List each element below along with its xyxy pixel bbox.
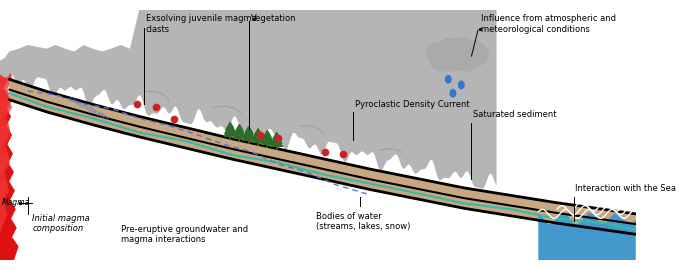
Text: Initial magma
composition: Initial magma composition bbox=[32, 214, 90, 233]
Polygon shape bbox=[0, 42, 14, 93]
Polygon shape bbox=[445, 76, 451, 83]
Text: Groundwater: Groundwater bbox=[67, 96, 110, 122]
Polygon shape bbox=[253, 134, 264, 140]
Polygon shape bbox=[227, 122, 234, 129]
Polygon shape bbox=[254, 129, 262, 135]
Circle shape bbox=[463, 40, 484, 61]
Polygon shape bbox=[244, 129, 253, 135]
Polygon shape bbox=[0, 56, 18, 260]
Text: Interaction with the Sea: Interaction with the Sea bbox=[575, 184, 676, 194]
Circle shape bbox=[440, 41, 470, 71]
Circle shape bbox=[451, 38, 473, 60]
Polygon shape bbox=[245, 126, 253, 133]
Circle shape bbox=[429, 47, 454, 71]
Circle shape bbox=[427, 43, 445, 62]
Polygon shape bbox=[262, 133, 272, 139]
Polygon shape bbox=[236, 124, 243, 131]
Polygon shape bbox=[253, 131, 262, 137]
Circle shape bbox=[466, 43, 488, 65]
Polygon shape bbox=[235, 127, 244, 133]
Text: Exsolving juvenile magma
clasts: Exsolving juvenile magma clasts bbox=[146, 14, 256, 34]
Polygon shape bbox=[538, 10, 636, 260]
Polygon shape bbox=[243, 132, 254, 138]
Polygon shape bbox=[0, 10, 497, 189]
Polygon shape bbox=[264, 130, 271, 137]
Polygon shape bbox=[242, 136, 256, 140]
Polygon shape bbox=[10, 79, 636, 234]
Polygon shape bbox=[224, 131, 237, 136]
Text: Pyroclastic Density Current: Pyroclastic Density Current bbox=[355, 100, 469, 109]
Polygon shape bbox=[458, 81, 464, 89]
Polygon shape bbox=[273, 133, 280, 139]
Polygon shape bbox=[271, 139, 282, 144]
Polygon shape bbox=[0, 10, 139, 61]
Polygon shape bbox=[233, 133, 246, 138]
Text: Magma: Magma bbox=[2, 198, 30, 207]
Text: Saturated sediment: Saturated sediment bbox=[473, 110, 557, 119]
Polygon shape bbox=[450, 90, 456, 97]
Polygon shape bbox=[0, 126, 11, 177]
Polygon shape bbox=[261, 140, 274, 144]
Text: Bodies of water
(streams, lakes, snow): Bodies of water (streams, lakes, snow) bbox=[316, 212, 410, 231]
Polygon shape bbox=[0, 154, 10, 205]
Polygon shape bbox=[225, 128, 236, 133]
Text: Influence from atmospheric and
meteorological conditions: Influence from atmospheric and meteorolo… bbox=[481, 14, 616, 34]
Text: Pre-eruptive groundwater and
magma interactions: Pre-eruptive groundwater and magma inter… bbox=[121, 225, 248, 244]
Polygon shape bbox=[0, 70, 13, 121]
Circle shape bbox=[439, 39, 460, 59]
Polygon shape bbox=[225, 125, 235, 131]
Polygon shape bbox=[262, 136, 273, 142]
Polygon shape bbox=[272, 136, 282, 141]
Polygon shape bbox=[234, 130, 245, 136]
Text: Vegetation: Vegetation bbox=[251, 14, 296, 23]
Polygon shape bbox=[0, 181, 10, 232]
Polygon shape bbox=[270, 142, 283, 146]
Polygon shape bbox=[0, 98, 12, 149]
Circle shape bbox=[455, 45, 481, 71]
Polygon shape bbox=[251, 137, 264, 142]
